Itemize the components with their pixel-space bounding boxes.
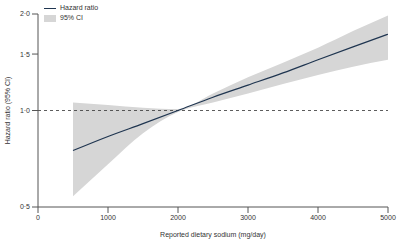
svg-text:1·5: 1·5 bbox=[20, 51, 30, 58]
html-text:95% CI: 95% CI bbox=[60, 14, 83, 21]
svg-text:5000: 5000 bbox=[380, 214, 392, 221]
svg-text:Hazard ratio (95% CI): Hazard ratio (95% CI) bbox=[8, 77, 12, 145]
svg-text:2000: 2000 bbox=[170, 214, 186, 221]
svg-text:2·0: 2·0 bbox=[20, 10, 30, 17]
html-text:Hazard ratio: Hazard ratio bbox=[60, 4, 99, 11]
svg-text:3000: 3000 bbox=[240, 214, 256, 221]
svg-text:4000: 4000 bbox=[310, 214, 326, 221]
svg-text:0·5: 0·5 bbox=[20, 203, 30, 210]
svg-text:0: 0 bbox=[36, 214, 40, 221]
svg-text:1·0: 1·0 bbox=[20, 107, 30, 114]
svg-text:Reported dietary sodium (mg/da: Reported dietary sodium (mg/day) bbox=[160, 231, 266, 239]
svg-text:1000: 1000 bbox=[100, 214, 116, 221]
